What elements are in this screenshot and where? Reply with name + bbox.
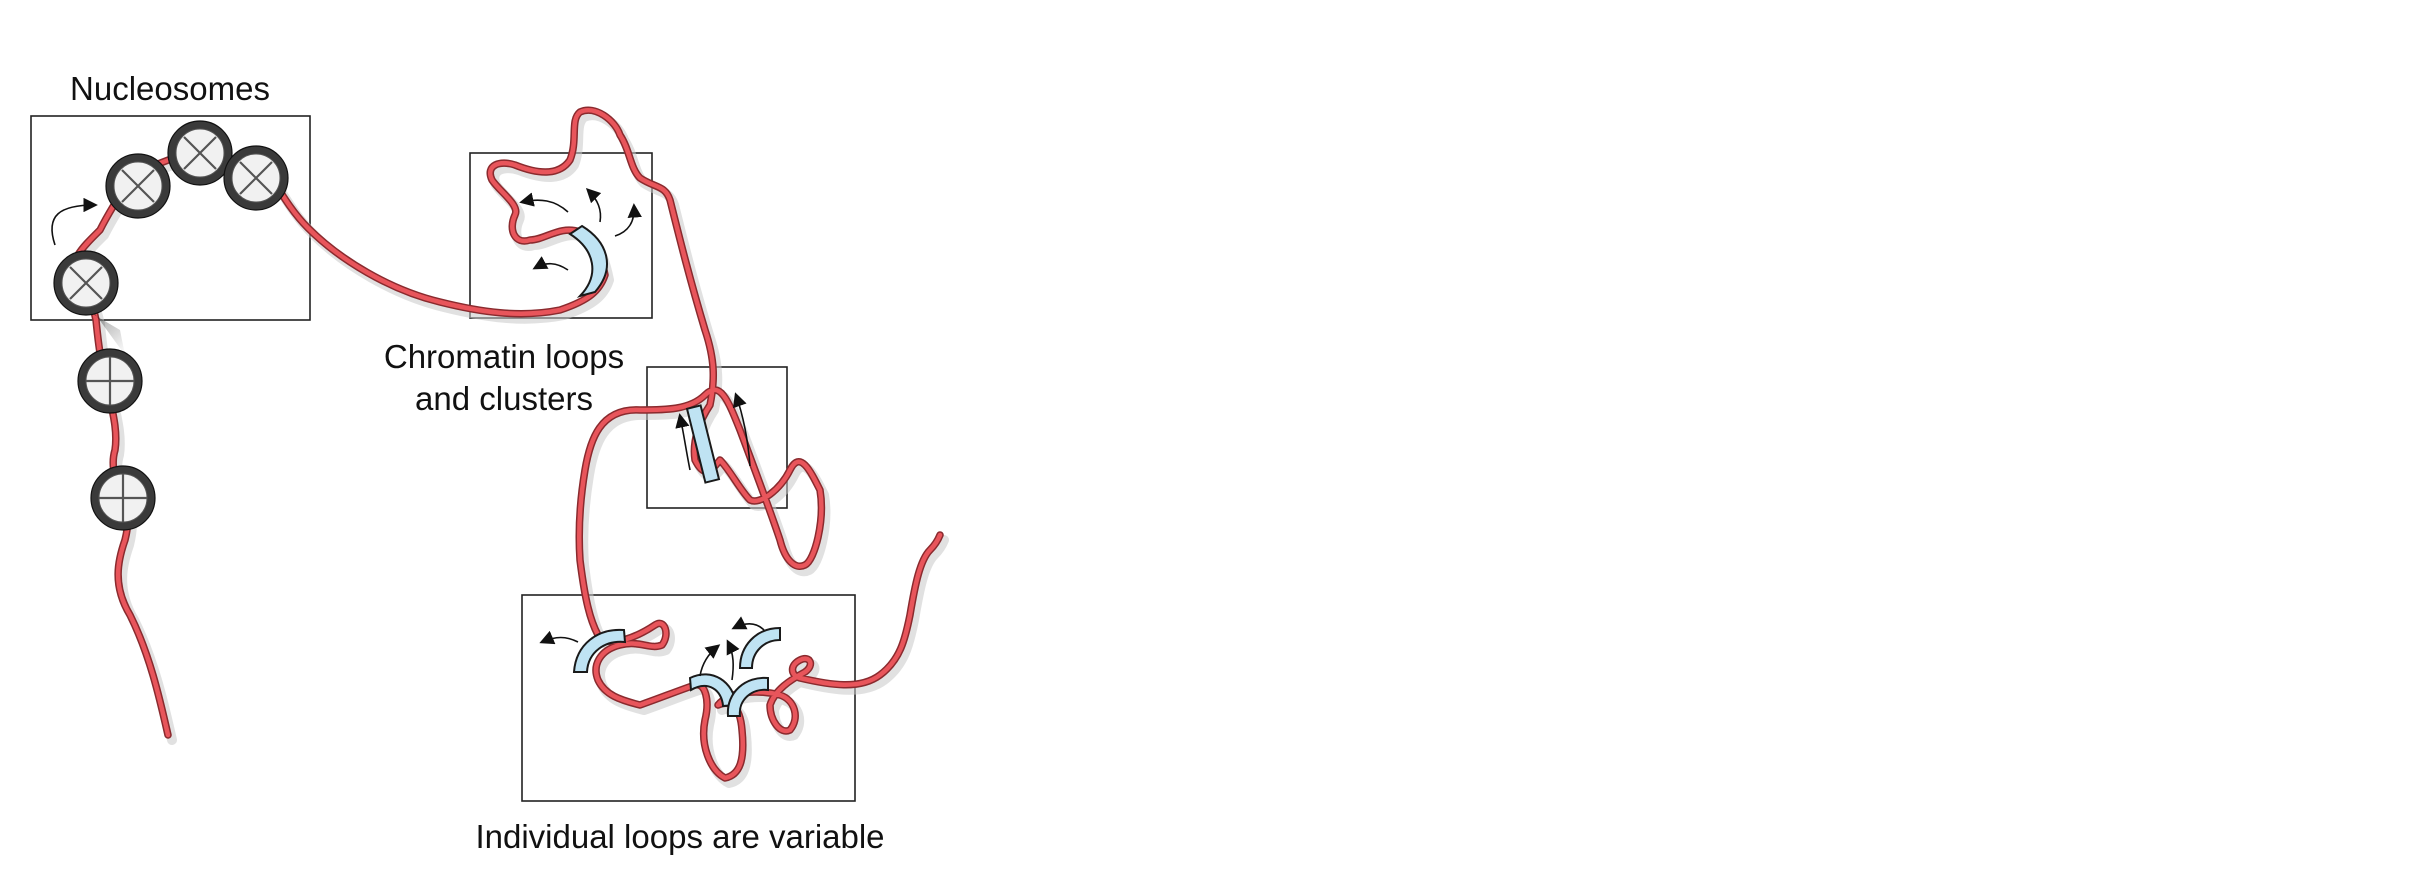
chromatin-loops-label-line2: and clusters: [415, 380, 593, 417]
individual-loops-label: Individual loops are variable: [475, 818, 884, 855]
clamp: [726, 676, 769, 717]
nucleosome: [53, 250, 119, 316]
nucleosome: [223, 145, 289, 211]
clamp: [738, 626, 781, 669]
chromatin-loops-label-line1: Chromatin loops: [384, 338, 624, 375]
nucleosome-box: [30, 115, 311, 321]
nucleosome: [167, 120, 233, 186]
clamp-group: [568, 224, 781, 717]
clamp: [572, 628, 627, 673]
clamp: [568, 224, 608, 298]
motion-arrows: [51, 187, 765, 681]
nucleosome: [77, 348, 143, 414]
chromatin-fiber: [69, 106, 949, 788]
nucleosome-group: [53, 120, 289, 531]
clamp: [685, 404, 721, 484]
nucleosome: [90, 465, 156, 531]
nucleosome: [105, 153, 171, 219]
loop-box-lower: [521, 594, 856, 802]
nucleosomes-label: Nucleosomes: [70, 70, 270, 107]
